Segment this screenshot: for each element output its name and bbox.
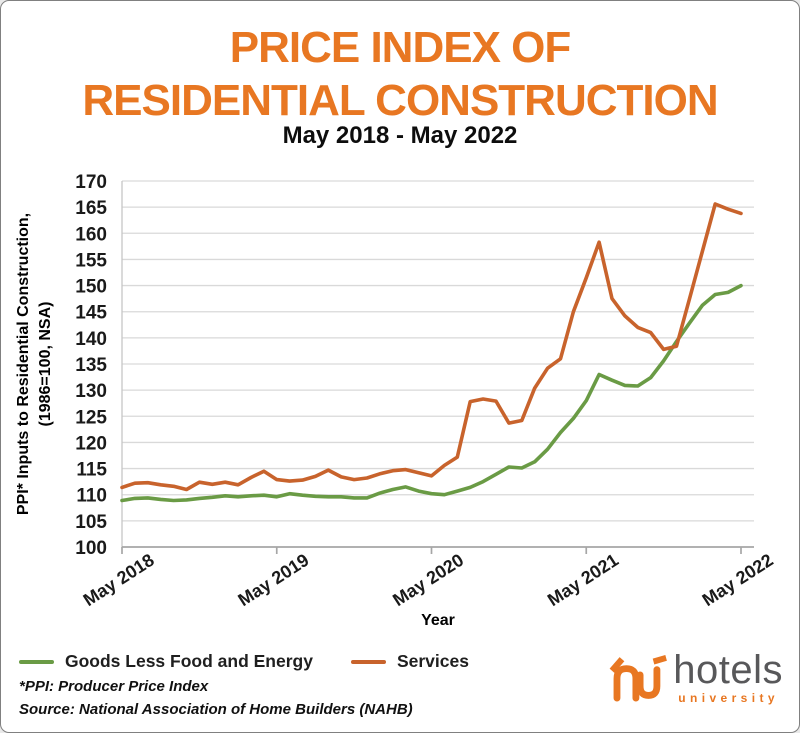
services-line-swatch — [350, 659, 386, 664]
y-tick-label: 165 — [75, 198, 107, 219]
y-tick-label: 110 — [76, 486, 107, 507]
x-tick-label: May 2021 — [544, 550, 622, 610]
logo-university-text: university — [678, 691, 779, 705]
logo-h-shape — [613, 665, 640, 702]
y-tick-label: 150 — [75, 277, 107, 298]
x-tick-label: May 2020 — [389, 550, 467, 610]
page-subtitle: May 2018 - May 2022 — [282, 122, 518, 149]
legend-item-services: Services — [350, 651, 469, 672]
logo-u-shape — [636, 666, 661, 699]
page-title: PRICE INDEX OF RESIDENTIAL CONSTRUCTION — [1, 21, 799, 127]
footnote-ppi: *PPI: Producer Price Index — [19, 678, 209, 695]
title-line-2: RESIDENTIAL CONSTRUCTION — [82, 76, 718, 125]
y-tick-label: 115 — [76, 460, 107, 481]
chart-legend: Goods Less Food and Energy Services — [19, 651, 495, 672]
y-tick-label: 135 — [75, 355, 107, 376]
legend-label-services: Services — [396, 651, 469, 671]
footnote-source: Source: National Association of Home Bui… — [19, 700, 413, 718]
logo-flag-icon — [652, 654, 668, 665]
y-tick-label: 145 — [75, 303, 107, 324]
title-line-1: PRICE INDEX OF — [229, 23, 572, 72]
hotels-university-logo: hotels university — [607, 647, 783, 705]
legend-item-goods: Goods Less Food and Energy — [19, 651, 313, 672]
y-tick-label: 100 — [75, 538, 107, 559]
y-tick-label: 155 — [75, 250, 107, 271]
y-tick-label: 105 — [75, 512, 107, 533]
logo-slash-icon — [609, 657, 625, 673]
y-tick-label: 170 — [75, 172, 107, 193]
goods-line-swatch — [19, 659, 54, 664]
y-axis-title: PPI* Inputs to Residential Construction,… — [15, 213, 54, 515]
x-axis-title: Year — [421, 612, 455, 629]
y-tick-label: 125 — [75, 407, 107, 428]
y-tick-label: 130 — [75, 381, 107, 402]
logo-hotels-text: hotels — [673, 648, 783, 692]
logo-text: hotels university — [673, 648, 783, 705]
x-tick-label: May 2019 — [234, 550, 312, 610]
hu-logo-icon — [609, 654, 668, 702]
x-tick-label: May 2022 — [699, 550, 777, 610]
footnotes: *PPI: Producer Price Index Source: Natio… — [19, 676, 413, 721]
series-line-goods — [120, 283, 743, 503]
y-tick-label: 120 — [75, 433, 107, 454]
y-tick-label: 160 — [75, 224, 107, 245]
legend-label-goods: Goods Less Food and Energy — [65, 651, 313, 671]
series-line-services — [120, 202, 743, 492]
y-tick-label: 140 — [75, 329, 107, 350]
